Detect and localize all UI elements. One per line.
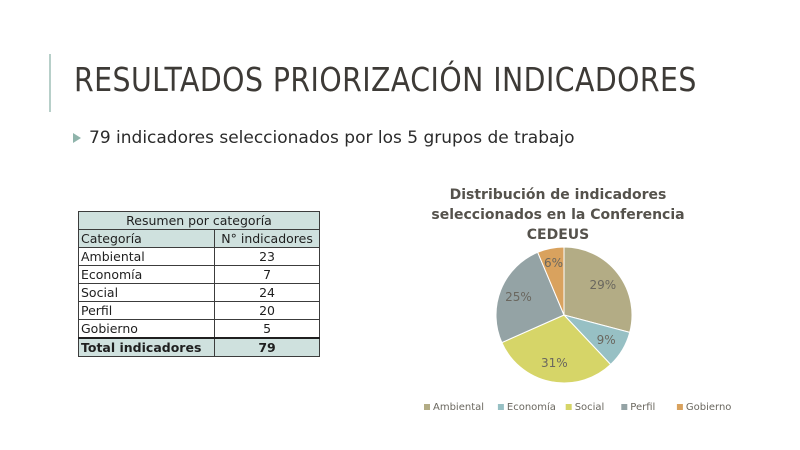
pie-data-label: 29% [589, 278, 616, 292]
table-cell-count: 23 [214, 247, 320, 266]
slide-title: RESULTADOS PRIORIZACIÓN INDICADORES [74, 60, 697, 99]
legend-item: Economía [497, 401, 556, 413]
table-total-label: Total indicadores [77, 337, 216, 357]
bullet-text: 79 indicadores seleccionados por los 5 g… [89, 128, 575, 148]
table-cell-category: Perfil [77, 301, 216, 320]
pie-slice-ambiental [563, 246, 633, 333]
table-row: Perfil 20 [77, 301, 320, 320]
legend-swatch [621, 404, 628, 410]
legend-label: Social [575, 402, 605, 413]
accent-bar [49, 54, 51, 112]
table-header-count: N° indicadores [214, 229, 320, 248]
table-cell-count: 20 [214, 301, 320, 320]
chart-title-line: CEDEUS [527, 227, 589, 243]
table-cell-category: Ambiental [77, 247, 216, 266]
legend-swatch [424, 404, 430, 410]
pie-chart: Distribución de indicadores seleccionados… [424, 187, 732, 413]
bullet-item: 79 indicadores seleccionados por los 5 g… [73, 128, 575, 148]
table-cell-count: 24 [214, 283, 320, 302]
arrow-bullet-icon [73, 133, 81, 143]
legend-label: Gobierno [686, 402, 732, 413]
pie-data-label: 31% [541, 356, 568, 370]
table-row: Gobierno 5 [77, 319, 320, 339]
table-total-row: Total indicadores 79 [77, 337, 320, 357]
table-header-category: Categoría [77, 229, 216, 248]
legend-label: Economía [507, 401, 556, 413]
legend-label: Perfil [630, 402, 655, 413]
pie-slice-social [501, 314, 612, 384]
legend-swatch [497, 404, 504, 410]
pie-data-label: 25% [505, 290, 532, 304]
legend-item: Gobierno [676, 402, 732, 413]
table-row: Ambiental 23 [77, 247, 320, 266]
table-cell-category: Gobierno [77, 319, 216, 339]
legend-label: Ambiental [433, 402, 484, 413]
legend-item: Perfil [621, 402, 655, 413]
table-row: Economía 7 [77, 265, 320, 284]
table-cell-category: Social [77, 283, 216, 302]
summary-table: Resumen por categoría Categoría N° indic… [77, 211, 320, 357]
chart-title-line: seleccionados en la Conferencia [431, 207, 684, 223]
pie-data-label: 6% [544, 256, 563, 270]
table-cell-category: Economía [77, 265, 216, 284]
legend-swatch [676, 404, 683, 410]
pie-slice-gobierno [537, 246, 565, 316]
legend-swatch [565, 404, 572, 410]
table-cell-count: 7 [214, 265, 320, 284]
chart-title-line: Distribución de indicadores [450, 187, 667, 203]
table-row: Social 24 [77, 283, 320, 302]
pie-data-label: 9% [597, 333, 616, 347]
legend-item: Social [565, 402, 605, 413]
table-total-value: 79 [214, 337, 320, 357]
table-cell-count: 5 [214, 319, 320, 339]
legend-item: Ambiental [424, 402, 484, 413]
table-caption: Resumen por categoría [78, 211, 320, 230]
